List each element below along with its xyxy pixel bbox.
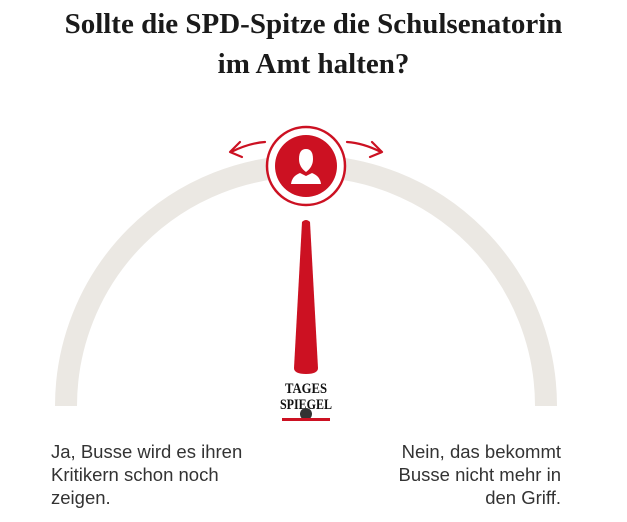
answer-no-line-3: den Griff. [485,487,561,508]
answer-no[interactable]: Nein, das bekommt Busse nicht mehr in de… [330,440,561,509]
logo-line-1: TAGES [285,381,327,397]
logo-globe-icon [300,408,312,420]
arrow-left-icon[interactable] [228,140,267,159]
answer-no-line-1: Nein, das bekommt [401,441,561,462]
logo-underline [282,418,330,421]
answer-yes[interactable]: Ja, Busse wird es ihren Kritikern schon … [51,440,301,509]
poll-question-line-1: Sollte die SPD-Spitze die Schulsenatorin [64,8,563,40]
poll-question-line-2: im Amt halten? [217,48,410,80]
answer-yes-line-2: Kritikern schon noch [51,464,219,485]
tagesspiegel-logo: TAGES SPIEGEL [280,381,332,421]
poll-question: Sollte die SPD-Spitze die Schulsenatorin… [0,4,627,84]
logo-line-2: SPIEGEL [280,397,332,413]
vote-handle[interactable] [265,125,347,207]
arrow-right-icon[interactable] [345,140,384,159]
gauge-needle [294,220,318,374]
answer-yes-line-1: Ja, Busse wird es ihren [51,441,243,462]
answer-no-line-2: Busse nicht mehr in [398,464,561,485]
user-silhouette-icon [291,149,321,184]
answer-yes-line-3: zeigen. [51,487,111,508]
